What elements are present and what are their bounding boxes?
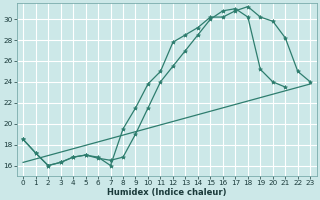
X-axis label: Humidex (Indice chaleur): Humidex (Indice chaleur) [107,188,227,197]
